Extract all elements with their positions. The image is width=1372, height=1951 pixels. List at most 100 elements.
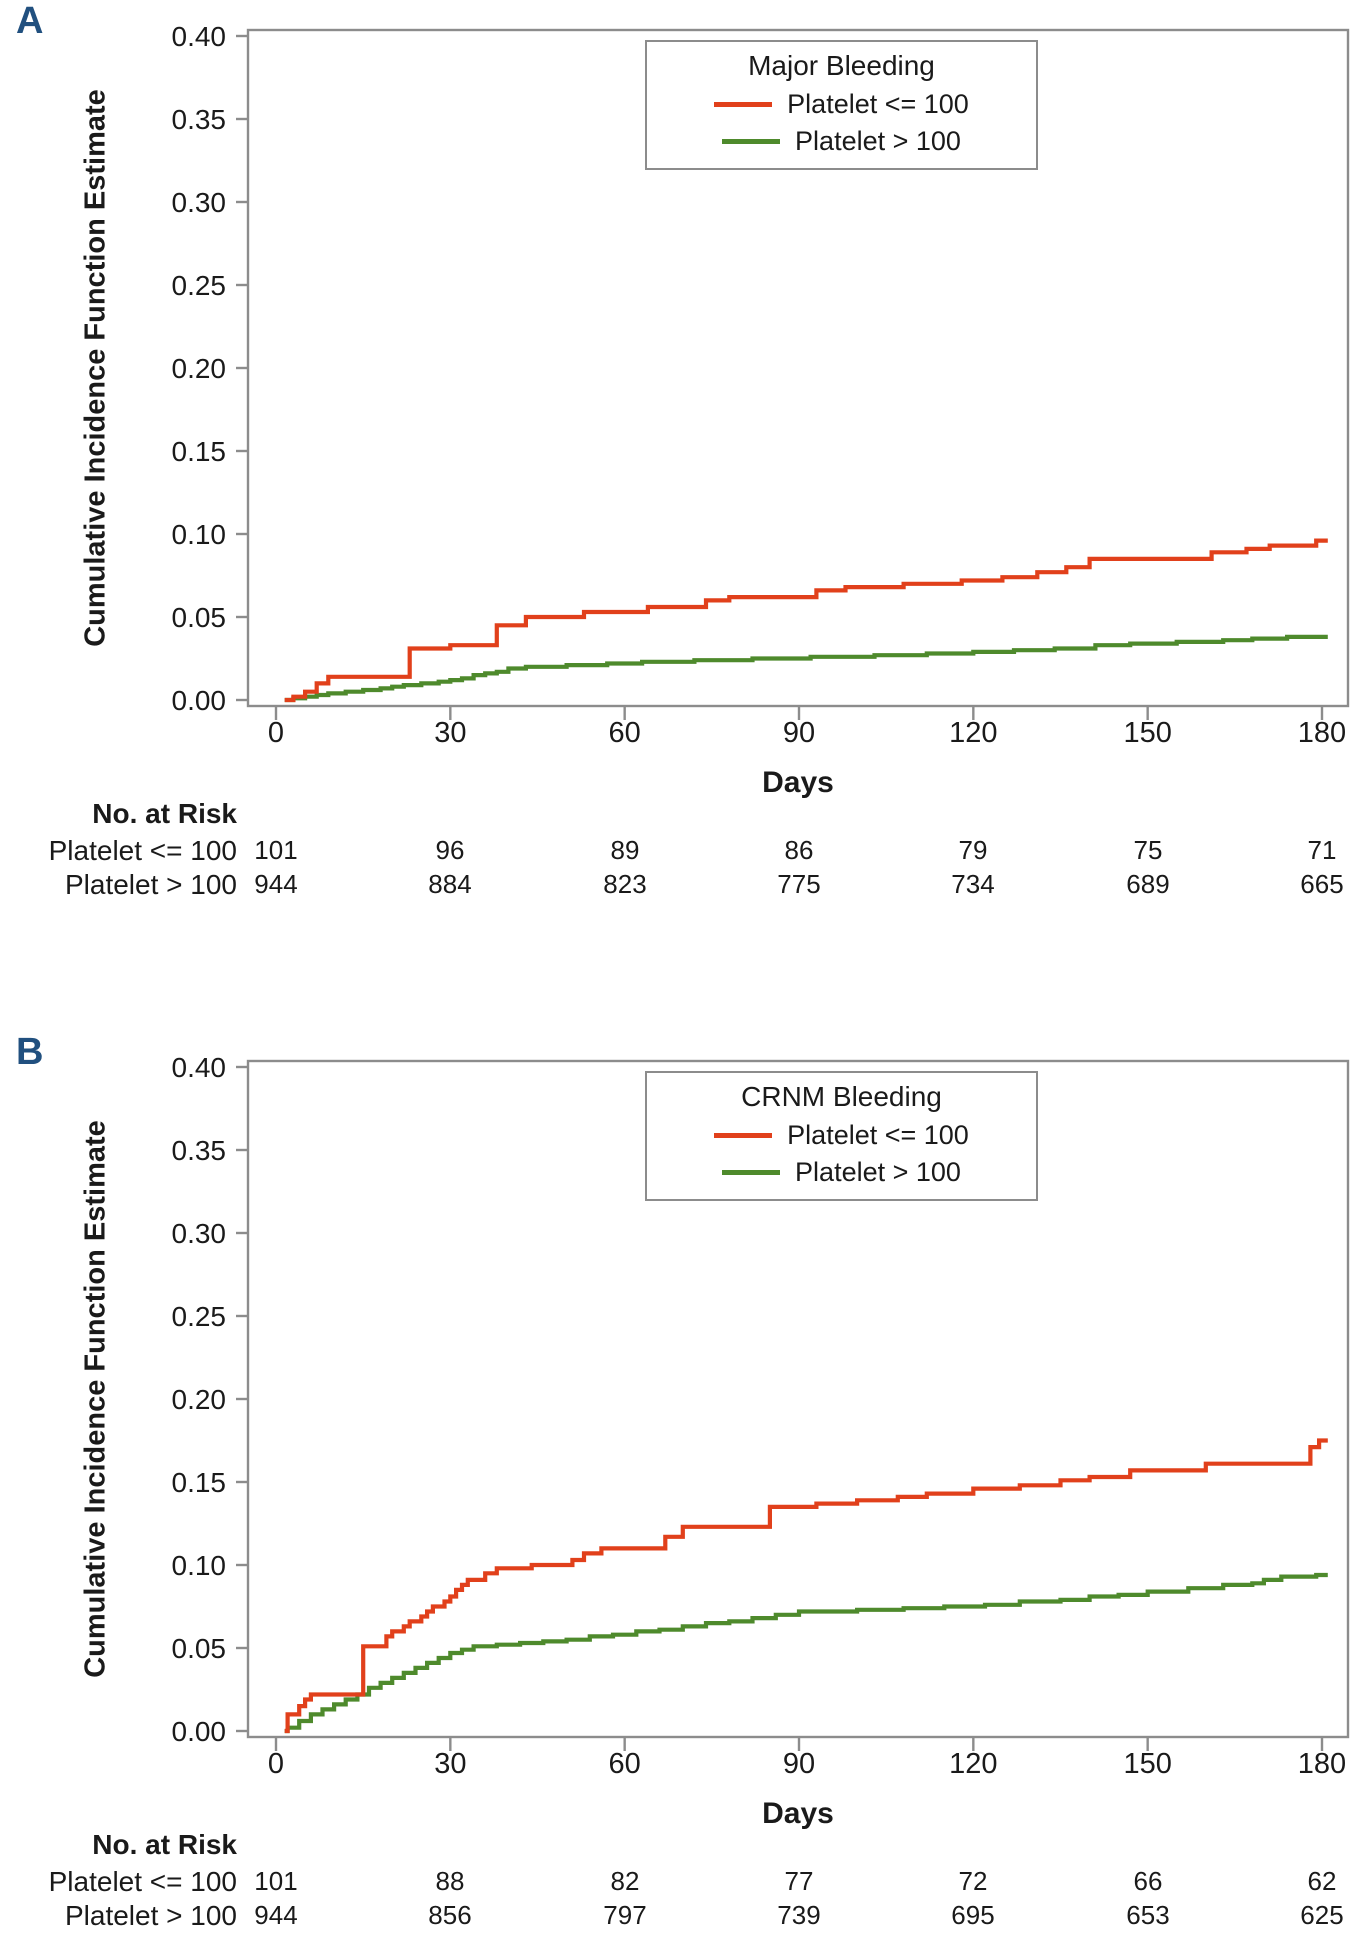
risk-count: 72 — [958, 1866, 988, 1896]
risk-count: 62 — [1307, 1866, 1337, 1896]
y-tick-label: 0.05 — [172, 1633, 227, 1664]
x-tick-label: 150 — [1123, 1748, 1171, 1780]
x-tick-label: 0 — [268, 1748, 284, 1780]
y-tick-label: 0.10 — [172, 519, 227, 550]
panel-a-legend-entry-red: Platelet <= 100 — [655, 89, 1028, 120]
panel-a-legend: Major Bleeding Platelet <= 100 Platelet … — [645, 40, 1038, 171]
panel-b-xaxis-title: Days — [762, 1797, 834, 1830]
y-tick-label: 0.30 — [172, 1218, 227, 1249]
red-line-swatch — [714, 1133, 773, 1139]
panel-b-legend: CRNM Bleeding Platelet <= 100 Platelet >… — [645, 1071, 1038, 1202]
panel-b-legend-entry-green: Platelet > 100 — [655, 1156, 1028, 1188]
risk-count: 625 — [1300, 1900, 1344, 1930]
panel-a-legend-label-green: Platelet > 100 — [795, 125, 961, 156]
green-line-swatch — [722, 1170, 781, 1176]
y-tick-label: 0.05 — [172, 602, 227, 633]
risk-count: 82 — [610, 1866, 640, 1896]
risk-count: 856 — [428, 1900, 472, 1930]
x-tick-label: 180 — [1298, 717, 1346, 749]
x-tick-label: 30 — [434, 1748, 466, 1780]
curve-platelet-le-100 — [284, 538, 1328, 703]
risk-count: 665 — [1300, 869, 1344, 899]
x-tick-label: 90 — [783, 1748, 815, 1780]
risk-count: 86 — [784, 835, 814, 865]
panel-a-risk-header: No. at Risk — [92, 798, 237, 829]
panel-b-letter: B — [16, 1031, 44, 1073]
curve-platelet-gt-100 — [284, 1572, 1328, 1734]
panel-a-risk-row-1: Platelet <= 100 101 96 89 86 79 75 71 — [0, 835, 1372, 869]
y-tick-label: 0.30 — [172, 187, 227, 218]
risk-count: 101 — [254, 835, 298, 865]
y-tick-label: 0.20 — [172, 1384, 227, 1415]
x-tick-label: 60 — [609, 717, 641, 749]
x-tick-label: 120 — [949, 1748, 997, 1780]
risk-count: 89 — [610, 835, 640, 865]
panel-a-risk-row-2-label: Platelet > 100 — [64, 869, 237, 900]
panel-b-legend-entry-red: Platelet <= 100 — [655, 1120, 1028, 1151]
y-tick-label: 0.15 — [172, 436, 227, 467]
panel-a-plot: 0.00 0.05 0.10 0.15 0.20 0.25 0.30 0.35 0.40 0 30 6… — [172, 21, 1350, 749]
x-tick-label: 120 — [949, 717, 997, 749]
panel-a-risk-row-2: Platelet > 100 944 884 823 775 734 689 665 — [0, 869, 1372, 903]
x-tick-label: 90 — [783, 717, 815, 749]
risk-count: 96 — [435, 835, 465, 865]
panel-b-risk-row-1-label: Platelet <= 100 — [48, 1866, 237, 1897]
risk-count: 66 — [1133, 1866, 1163, 1896]
risk-count: 689 — [1126, 869, 1170, 899]
panel-a-xaxis-title: Days — [762, 766, 834, 799]
y-tick-label: 0.10 — [172, 1550, 227, 1581]
x-tick-label: 30 — [434, 717, 466, 749]
risk-count: 101 — [254, 1866, 298, 1896]
risk-count: 944 — [254, 869, 298, 899]
risk-count: 884 — [428, 869, 472, 899]
panel-a-yaxis-title: Cumulative Incidence Function Estimate — [79, 89, 112, 647]
panel-b-risk-row-2: Platelet > 100 944 856 797 739 695 653 625 — [0, 1900, 1372, 1934]
x-tick-label: 180 — [1298, 1748, 1346, 1780]
curve-platelet-gt-100 — [284, 634, 1328, 703]
panel-b-legend-label-green: Platelet > 100 — [795, 1156, 961, 1187]
panel-b-plot: 0.00 0.05 0.10 0.15 0.20 0.25 0.30 0.35 0.40 0 30 6… — [172, 1052, 1350, 1780]
panel-b-yaxis-title: Cumulative Incidence Function Estimate — [79, 1120, 112, 1678]
panel-a-letter: A — [16, 0, 44, 42]
y-tick-label: 0.35 — [172, 104, 227, 135]
y-tick-label: 0.40 — [172, 1052, 227, 1083]
risk-count: 75 — [1133, 835, 1163, 865]
red-line-swatch — [714, 102, 773, 108]
y-tick-label: 0.25 — [172, 1301, 227, 1332]
green-line-swatch — [722, 139, 781, 145]
panel-a-legend-label-red: Platelet <= 100 — [787, 89, 969, 119]
risk-count: 797 — [603, 1900, 647, 1930]
y-tick-label: 0.15 — [172, 1467, 227, 1498]
y-tick-label: 0.00 — [172, 1716, 227, 1747]
panel-a-risk-row-1-label: Platelet <= 100 — [48, 835, 237, 866]
panel-b: B 0.00 0.05 0.10 0.15 0.20 0.25 0.30 0.35 0.40 0 3… — [0, 1031, 1372, 1951]
panel-b-risk-row-2-label: Platelet > 100 — [64, 1900, 237, 1931]
y-tick-label: 0.25 — [172, 270, 227, 301]
y-tick-label: 0.20 — [172, 353, 227, 384]
risk-count: 71 — [1307, 835, 1337, 865]
panel-b-legend-title: CRNM Bleeding — [741, 1081, 942, 1112]
panel-a-legend-title: Major Bleeding — [748, 50, 935, 81]
curve-platelet-le-100 — [284, 1438, 1328, 1734]
y-tick-label: 0.40 — [172, 21, 227, 52]
risk-count: 695 — [951, 1900, 995, 1930]
x-tick-label: 150 — [1123, 717, 1171, 749]
panel-a-legend-entry-green: Platelet > 100 — [655, 125, 1028, 157]
risk-count: 823 — [603, 869, 647, 899]
risk-count: 653 — [1126, 1900, 1170, 1930]
risk-count: 88 — [435, 1866, 465, 1896]
panel-b-legend-label-red: Platelet <= 100 — [787, 1120, 969, 1150]
risk-count: 739 — [777, 1900, 821, 1930]
panel-b-risk-row-1: Platelet <= 100 101 88 82 77 72 66 62 — [0, 1866, 1372, 1900]
x-tick-label: 0 — [268, 717, 284, 749]
panel-a: A 0.00 0.05 0.10 0.15 0.20 0.25 0.30 0.35 0.40 0 3… — [0, 0, 1372, 920]
risk-count: 775 — [777, 869, 821, 899]
risk-count: 79 — [958, 835, 988, 865]
panel-b-risk-header: No. at Risk — [92, 1829, 237, 1860]
risk-count: 944 — [254, 1900, 298, 1930]
risk-count: 77 — [784, 1866, 814, 1896]
risk-count: 734 — [951, 869, 995, 899]
x-tick-label: 60 — [609, 1748, 641, 1780]
y-tick-label: 0.35 — [172, 1135, 227, 1166]
y-tick-label: 0.00 — [172, 685, 227, 716]
